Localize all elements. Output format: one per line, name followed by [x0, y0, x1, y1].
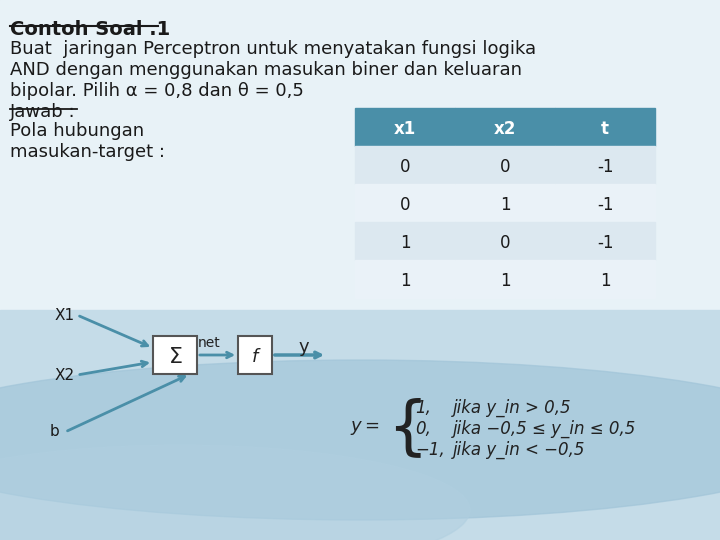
- Text: $\{$: $\{$: [387, 396, 422, 460]
- Text: Jawab :: Jawab :: [10, 103, 76, 121]
- Bar: [355, 222, 455, 260]
- Bar: [0, 310, 720, 540]
- Bar: [455, 260, 555, 298]
- Bar: [355, 146, 455, 184]
- Text: 1,: 1,: [415, 399, 431, 417]
- Text: y: y: [299, 338, 310, 356]
- Text: 1: 1: [500, 272, 510, 290]
- Text: x2: x2: [494, 120, 516, 138]
- Bar: [555, 146, 655, 184]
- Text: Buat  jaringan Perceptron untuk menyatakan fungsi logika: Buat jaringan Perceptron untuk menyataka…: [10, 40, 536, 58]
- Text: jika y_in > 0,5: jika y_in > 0,5: [453, 399, 572, 417]
- Ellipse shape: [0, 360, 720, 520]
- Text: X2: X2: [55, 368, 75, 382]
- Text: net: net: [197, 336, 220, 350]
- Text: -1: -1: [597, 158, 613, 176]
- Text: 1: 1: [500, 196, 510, 214]
- Bar: [555, 260, 655, 298]
- Bar: [238, 336, 272, 374]
- Text: 1: 1: [400, 272, 410, 290]
- Text: 0,: 0,: [415, 420, 431, 438]
- Text: x1: x1: [394, 120, 416, 138]
- Text: jika −0,5 ≤ y_in ≤ 0,5: jika −0,5 ≤ y_in ≤ 0,5: [453, 420, 636, 438]
- Ellipse shape: [0, 445, 470, 540]
- Text: 0: 0: [400, 158, 410, 176]
- Bar: [0, 0, 720, 310]
- Text: f: f: [252, 348, 258, 366]
- Text: t: t: [601, 120, 609, 138]
- Bar: [455, 184, 555, 222]
- Text: −1,: −1,: [415, 441, 445, 459]
- Bar: [555, 108, 655, 146]
- Bar: [455, 108, 555, 146]
- Text: b: b: [50, 424, 60, 440]
- Bar: [355, 260, 455, 298]
- Text: 1: 1: [600, 272, 611, 290]
- Bar: [455, 222, 555, 260]
- Text: 0: 0: [500, 158, 510, 176]
- Bar: [555, 184, 655, 222]
- Bar: [153, 336, 197, 374]
- Text: $y=$: $y=$: [350, 419, 380, 437]
- Text: 0: 0: [400, 196, 410, 214]
- Text: jika y_in < −0,5: jika y_in < −0,5: [453, 441, 585, 459]
- Text: X1: X1: [55, 307, 75, 322]
- Bar: [355, 184, 455, 222]
- Text: -1: -1: [597, 234, 613, 252]
- Text: bipolar. Pilih α = 0,8 dan θ = 0,5: bipolar. Pilih α = 0,8 dan θ = 0,5: [10, 82, 304, 100]
- Text: Pola hubungan: Pola hubungan: [10, 122, 144, 140]
- Text: 1: 1: [400, 234, 410, 252]
- Text: Contoh Soal .1: Contoh Soal .1: [10, 20, 170, 39]
- Bar: [455, 146, 555, 184]
- Text: $\Sigma$: $\Sigma$: [168, 347, 182, 367]
- Text: AND dengan menggunakan masukan biner dan keluaran: AND dengan menggunakan masukan biner dan…: [10, 61, 522, 79]
- Text: 0: 0: [500, 234, 510, 252]
- Text: masukan-target :: masukan-target :: [10, 143, 165, 161]
- Bar: [555, 222, 655, 260]
- Bar: [355, 108, 455, 146]
- Text: -1: -1: [597, 196, 613, 214]
